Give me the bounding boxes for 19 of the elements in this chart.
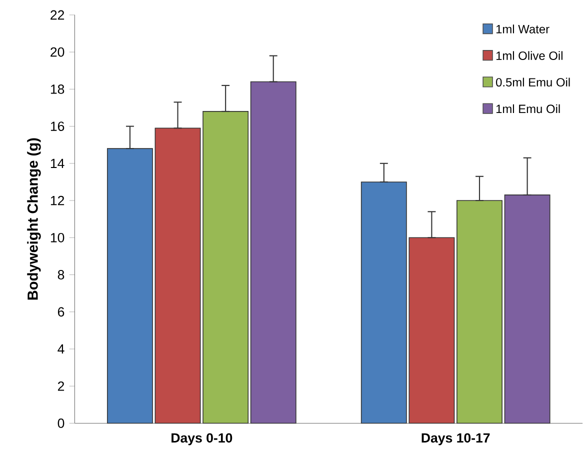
y-tick-label: 4 bbox=[58, 344, 64, 354]
y-tick-label: 12 bbox=[50, 196, 64, 206]
y-tick-label: 22 bbox=[50, 10, 64, 20]
y-tick-label: 10 bbox=[50, 232, 64, 242]
legend-label: 0.5ml Emu Oil bbox=[496, 78, 570, 87]
y-tick-label: 16 bbox=[50, 122, 64, 131]
y-tick-label: 8 bbox=[58, 270, 64, 280]
y-tick-label: 6 bbox=[58, 307, 64, 317]
legend-label: 1ml Emu Oil bbox=[496, 104, 560, 114]
legend-label: 1ml Olive Oil bbox=[496, 51, 562, 60]
x-tick-label: Days 10-17 bbox=[422, 433, 490, 446]
legend-label: 1ml Water bbox=[496, 24, 550, 34]
y-tick-label: 18 bbox=[50, 84, 64, 94]
y-tick-label: 0 bbox=[58, 418, 64, 428]
y-tick-label: 20 bbox=[50, 47, 64, 57]
y-tick-label: 2 bbox=[58, 381, 64, 391]
y-axis-title: Bodyweight Change (g) bbox=[27, 138, 41, 300]
x-tick-label: Days 0-10 bbox=[172, 433, 232, 446]
y-tick-label: 14 bbox=[50, 158, 64, 168]
